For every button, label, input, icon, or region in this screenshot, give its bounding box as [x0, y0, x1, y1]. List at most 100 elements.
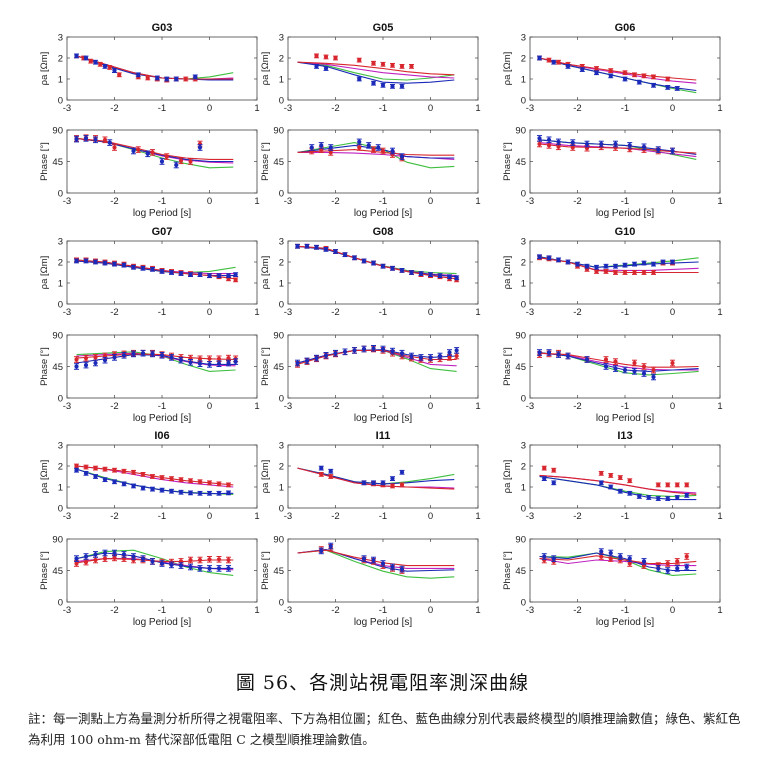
blue-data-point — [399, 351, 405, 356]
rho-axis-label: ρa [Ωm] — [260, 460, 271, 494]
red-data-point — [150, 150, 155, 155]
x-tick-label: -1 — [158, 511, 166, 522]
rho-plot-frame — [529, 36, 721, 101]
red-data-point — [546, 143, 552, 148]
red-data-point — [641, 270, 647, 275]
blue-data-point — [565, 353, 571, 359]
x-tick-label: -2 — [110, 401, 118, 412]
blue-data-point — [83, 554, 89, 559]
blue-data-point — [537, 136, 542, 141]
y-tick-label: 90 — [515, 126, 526, 137]
blue-data-point — [556, 352, 561, 357]
x-tick-label: 1 — [717, 307, 722, 318]
x-tick-label: -1 — [621, 196, 629, 207]
blue-data-point — [371, 480, 376, 485]
red-data-point — [216, 557, 222, 562]
blue-data-point — [670, 148, 675, 154]
blue-data-point — [159, 353, 165, 358]
rho-axis-label: ρa [Ωm] — [502, 52, 513, 86]
x-tick-label: -3 — [284, 103, 292, 114]
red-data-point — [627, 478, 632, 483]
y-tick-label: 45 — [273, 566, 284, 577]
y-tick-label: 1 — [279, 279, 284, 290]
blue-data-point — [121, 552, 127, 557]
blue-data-point — [637, 494, 642, 499]
blue-data-point — [651, 83, 656, 88]
x-tick-label: -1 — [621, 605, 629, 616]
blue-data-point — [575, 262, 580, 267]
blue-data-point — [352, 348, 357, 353]
blue-data-point — [197, 491, 203, 496]
red-data-point — [599, 554, 604, 559]
phase-axis-label: Phase [°] — [502, 551, 513, 590]
x-tick-label: -3 — [284, 196, 292, 207]
blue-data-point — [361, 556, 367, 561]
x-tick-label: -3 — [526, 511, 534, 522]
phase-axis-label: Phase [°] — [260, 142, 271, 181]
x-tick-label: 1 — [475, 511, 480, 522]
blue-data-point — [102, 477, 108, 482]
red-data-point — [102, 556, 108, 561]
red-data-point — [107, 65, 112, 70]
phase-plot-frame — [287, 334, 479, 399]
blue-data-point — [150, 487, 155, 492]
blue-data-point — [637, 80, 642, 85]
blue-data-point — [380, 264, 386, 269]
red-data-point — [390, 483, 395, 489]
blue-data-point — [188, 564, 193, 570]
y-tick-label: 1 — [521, 279, 526, 290]
x-tick-label: 0 — [670, 196, 675, 207]
y-tick-label: 0 — [521, 300, 526, 311]
y-tick-label: 2 — [279, 258, 284, 269]
y-tick-label: 1 — [58, 483, 63, 494]
blue-data-point — [613, 264, 618, 269]
phase-axis-label: Phase [°] — [39, 142, 50, 181]
rho-panel: -3 -2 -1 0 1 0 1 2 3 ρa [Ωm] — [39, 441, 260, 523]
rho-panel: -3 -2 -1 0 1 0 1 2 3 ρa [Ωm] — [502, 441, 723, 523]
x-tick-label: -3 — [526, 605, 534, 616]
blue-data-point — [641, 559, 647, 564]
blue-data-point — [565, 64, 571, 69]
blue-data-point — [233, 272, 238, 277]
red-data-point — [641, 73, 647, 78]
blue-data-point — [361, 258, 367, 264]
blue-data-point — [542, 554, 547, 559]
y-tick-label: 90 — [515, 331, 526, 342]
red-data-point — [447, 355, 452, 360]
y-tick-label: 0 — [279, 504, 284, 515]
y-tick-label: 0 — [58, 189, 63, 200]
red-model-line — [539, 555, 697, 565]
red-data-point — [197, 356, 203, 361]
x-tick-label: 1 — [717, 605, 722, 616]
blue-data-point — [390, 476, 395, 481]
blue-data-point — [437, 353, 443, 359]
station-chart-g10: G10 -3 -2 -1 0 1 0 1 2 3 ρa [Ωm] -3 -2 -1 0 1 0 45 90Phase… — [502, 226, 723, 424]
red-data-point — [608, 68, 613, 73]
x-axis-label: log Period [s] — [133, 413, 192, 424]
y-tick-label: 2 — [58, 258, 63, 269]
x-tick-label: -2 — [331, 196, 339, 207]
blue-data-point — [537, 55, 542, 61]
blue-data-point — [328, 469, 333, 474]
red-data-point — [371, 61, 376, 66]
blue-data-point — [390, 564, 395, 570]
red-data-point — [323, 54, 329, 60]
x-tick-label: 1 — [717, 196, 722, 207]
blue-data-point — [390, 266, 395, 271]
red-data-point — [88, 59, 93, 64]
blue-data-point — [319, 548, 324, 554]
red-data-point — [641, 364, 647, 369]
blue-data-point — [93, 60, 98, 65]
red-data-point — [74, 357, 79, 362]
blue-data-point — [178, 563, 184, 568]
blue-data-point — [546, 137, 552, 142]
x-tick-label: -1 — [158, 103, 166, 114]
y-tick-label: 2 — [58, 54, 63, 65]
blue-data-point — [226, 566, 231, 571]
x-tick-label: -1 — [379, 196, 387, 207]
red-data-point — [93, 557, 98, 563]
red-data-point — [112, 555, 117, 561]
red-data-point — [670, 360, 675, 366]
blue-data-point — [570, 140, 575, 145]
